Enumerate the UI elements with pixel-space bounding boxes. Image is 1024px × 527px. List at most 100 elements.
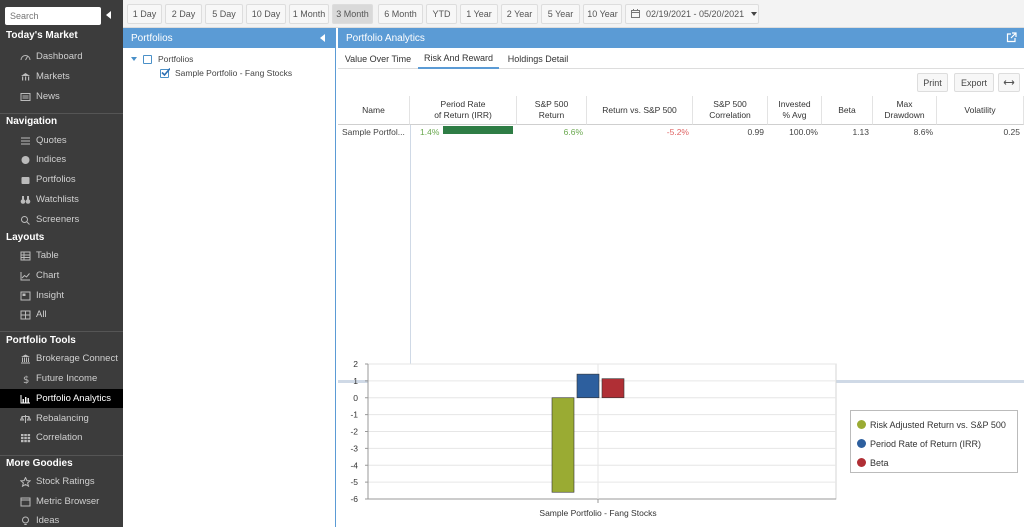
collapse-panel-icon[interactable]	[320, 34, 325, 42]
table-icon	[20, 251, 31, 261]
sidebar-item-label: Portfolio Analytics	[36, 393, 111, 404]
sidebar-item-label: Chart	[36, 270, 60, 281]
range-button-ytd[interactable]: YTD	[426, 4, 457, 24]
range-button-2-year[interactable]: 2 Year	[501, 4, 538, 24]
dashboard-icon	[20, 52, 31, 62]
sidebar-item-future-income[interactable]: $ Future Income	[0, 369, 123, 388]
range-button-10-year[interactable]: 10 Year	[583, 4, 622, 24]
sidebar-item-label: Metric Browser	[36, 496, 100, 507]
column-header-invested[interactable]: Invested % Avg	[768, 96, 822, 125]
sidebar-item-table[interactable]: Table	[0, 246, 123, 265]
irr-value: 1.4%	[420, 127, 440, 137]
tab-risk-and-reward[interactable]: Risk And Reward	[418, 48, 499, 69]
search-input[interactable]	[5, 7, 101, 25]
tab-value-over-time[interactable]: Value Over Time	[338, 48, 418, 69]
sidebar-divider	[0, 113, 123, 114]
y-tick-label: 2	[353, 359, 358, 369]
sidebar-item-label: Portfolios	[36, 174, 76, 185]
portfolios-panel-title: Portfolios	[131, 32, 173, 44]
column-header-irr[interactable]: Period Rate of Return (IRR)	[410, 96, 517, 125]
tab-label: Value Over Time	[344, 53, 412, 64]
cell-volatility: 0.25	[1003, 127, 1020, 137]
legend-item[interactable]: Risk Adjusted Return vs. S&P 500	[857, 415, 1011, 434]
checkmark-icon	[161, 67, 170, 76]
portfolio-checkbox[interactable]	[160, 67, 170, 78]
root-checkbox[interactable]	[143, 54, 152, 64]
sidebar-item-screeners[interactable]: Screeners	[0, 210, 123, 229]
globe-icon	[20, 155, 31, 165]
cell-invested: 100.0%	[789, 127, 818, 137]
sidebar-item-label: Table	[36, 250, 59, 261]
news-icon	[20, 92, 31, 102]
export-label: Export	[960, 77, 987, 88]
sidebar-item-stock-ratings[interactable]: Stock Ratings	[0, 472, 123, 491]
range-button-5-day[interactable]: 5 Day	[205, 4, 243, 24]
range-button-1-day[interactable]: 1 Day	[127, 4, 162, 24]
sidebar-item-dashboard[interactable]: Dashboard	[0, 47, 123, 66]
tree-node-portfolio[interactable]: Sample Portfolio - Fang Stocks	[160, 67, 292, 78]
column-header-name[interactable]: Name	[338, 96, 410, 125]
sidebar-item-watchlists[interactable]: Watchlists	[0, 190, 123, 209]
column-header-volatility[interactable]: Volatility	[937, 96, 1024, 125]
column-header-max-drawdown[interactable]: Max Drawdown	[873, 96, 937, 125]
legend-label: Risk Adjusted Return vs. S&P 500	[870, 419, 1006, 430]
print-button[interactable]: Print	[917, 73, 948, 92]
sidebar-item-label: All	[36, 309, 47, 320]
sidebar-item-chart[interactable]: Chart	[0, 266, 123, 285]
search-icon	[20, 215, 31, 225]
sidebar-section-title: More Goodies	[6, 458, 73, 469]
column-header-sp500-return[interactable]: S&P 500 Return	[517, 96, 587, 125]
export-button[interactable]: Export	[954, 73, 994, 92]
legend-rows: Risk Adjusted Return vs. S&P 500 Period R…	[857, 415, 1011, 472]
y-tick-label: -4	[350, 460, 358, 470]
collapse-sidebar-icon[interactable]	[106, 11, 111, 19]
sidebar-item-brokerage-connect[interactable]: Brokerage Connect	[0, 349, 123, 368]
tab-holdings-detail[interactable]: Holdings Detail	[502, 48, 574, 69]
sidebar-search	[5, 7, 101, 25]
sidebar-item-metric-browser[interactable]: Metric Browser	[0, 492, 123, 511]
y-tick-label: 0	[353, 393, 358, 403]
legend-swatch	[857, 420, 866, 429]
insight-icon	[20, 291, 31, 301]
sidebar-item-label: Quotes	[36, 135, 67, 146]
column-header-return-vs-sp[interactable]: Return vs. S&P 500	[587, 96, 693, 125]
range-button-1-month[interactable]: 1 Month	[289, 4, 329, 24]
chevron-down-icon[interactable]	[131, 57, 137, 61]
browser-icon	[20, 497, 31, 507]
sidebar-item-portfolios[interactable]: Portfolios	[0, 170, 123, 189]
tree-node-root[interactable]: Portfolios	[131, 54, 193, 64]
y-tick-label: -3	[350, 443, 358, 453]
bar-period-rate-of-return-irr-	[576, 373, 600, 399]
sidebar-item-portfolio-analytics[interactable]: Portfolio Analytics	[0, 389, 123, 408]
cell-beta: 1.13	[852, 127, 869, 137]
legend-item[interactable]: Beta	[857, 453, 1011, 472]
sidebar-section-title: Today's Market	[6, 30, 78, 41]
irr-bar	[443, 125, 513, 134]
sidebar-item-insight[interactable]: Insight	[0, 286, 123, 305]
sidebar-item-rebalancing[interactable]: Rebalancing	[0, 409, 123, 428]
sidebar-item-markets[interactable]: Markets	[0, 67, 123, 86]
sidebar-item-ideas[interactable]: Ideas	[0, 511, 123, 527]
sidebar-item-indices[interactable]: Indices	[0, 150, 123, 169]
external-link-icon[interactable]	[1006, 32, 1017, 46]
print-label: Print	[923, 77, 942, 88]
range-button-10-day[interactable]: 10 Day	[246, 4, 286, 24]
date-range-picker[interactable]: 02/19/2021 - 05/20/2021	[625, 4, 759, 24]
column-header-correlation[interactable]: S&P 500 Correlation	[693, 96, 768, 125]
range-button-6-month[interactable]: 6 Month	[378, 4, 423, 24]
bank-icon	[20, 354, 31, 364]
range-button-2-day[interactable]: 2 Day	[165, 4, 202, 24]
range-button-3-month[interactable]: 3 Month	[332, 4, 373, 24]
cell-return-vs-sp: -5.2%	[666, 127, 689, 137]
sidebar-item-news[interactable]: News	[0, 87, 123, 106]
range-button-1-year[interactable]: 1 Year	[460, 4, 498, 24]
column-header-beta[interactable]: Beta	[822, 96, 873, 125]
sidebar-item-all[interactable]: All	[0, 305, 123, 324]
sidebar-item-quotes[interactable]: Quotes	[0, 131, 123, 150]
sidebar-item-correlation[interactable]: Correlation	[0, 428, 123, 447]
y-tick-label: 1	[353, 376, 358, 386]
range-button-5-year[interactable]: 5 Year	[541, 4, 580, 24]
legend-item[interactable]: Period Rate of Return (IRR)	[857, 434, 1011, 453]
cell-sp500-return: 6.6%	[563, 127, 583, 137]
expand-columns-button[interactable]	[998, 73, 1020, 92]
